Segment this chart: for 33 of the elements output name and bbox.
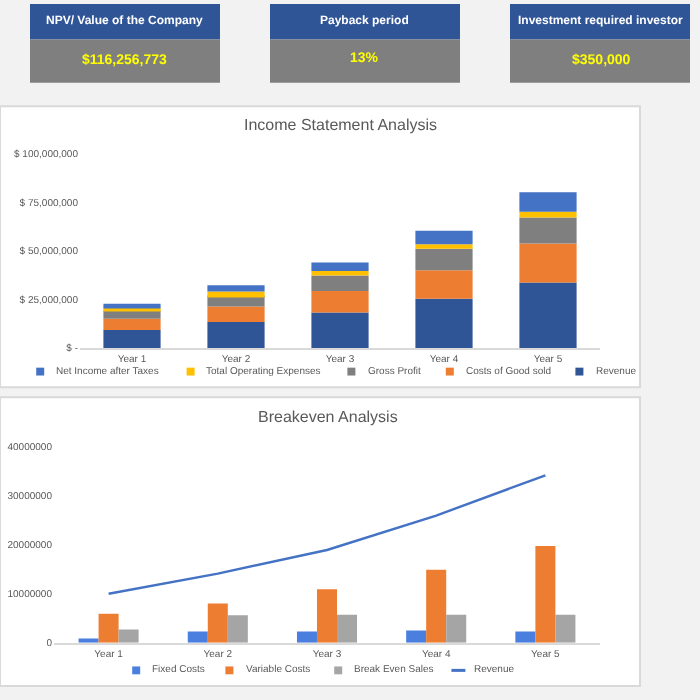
bar	[227, 615, 248, 643]
bar	[415, 270, 473, 299]
bar	[555, 614, 576, 643]
bar	[426, 569, 447, 643]
bar	[207, 322, 265, 348]
bar	[446, 614, 467, 643]
bar	[415, 248, 473, 271]
bar	[207, 603, 228, 643]
bar	[207, 306, 265, 323]
bar	[316, 589, 337, 643]
bar	[207, 285, 265, 292]
bar	[103, 310, 161, 319]
bar	[519, 192, 577, 212]
bar	[535, 546, 556, 643]
bar	[415, 298, 473, 348]
chart-title: Income Statement Analysis	[244, 116, 437, 134]
bar	[519, 243, 577, 283]
bar	[98, 613, 119, 643]
bar	[337, 614, 358, 643]
bar	[311, 290, 369, 313]
bar	[311, 312, 369, 348]
bar	[519, 211, 577, 218]
bar	[415, 230, 473, 245]
bar	[519, 282, 577, 348]
bar	[118, 629, 139, 643]
chart-title: Breakeven Analysis	[258, 408, 398, 426]
bar	[103, 329, 161, 348]
bar	[311, 275, 369, 291]
bar	[103, 318, 161, 330]
line-series	[107, 474, 547, 595]
bar	[311, 270, 369, 276]
bar	[311, 262, 369, 271]
bar	[519, 217, 577, 244]
